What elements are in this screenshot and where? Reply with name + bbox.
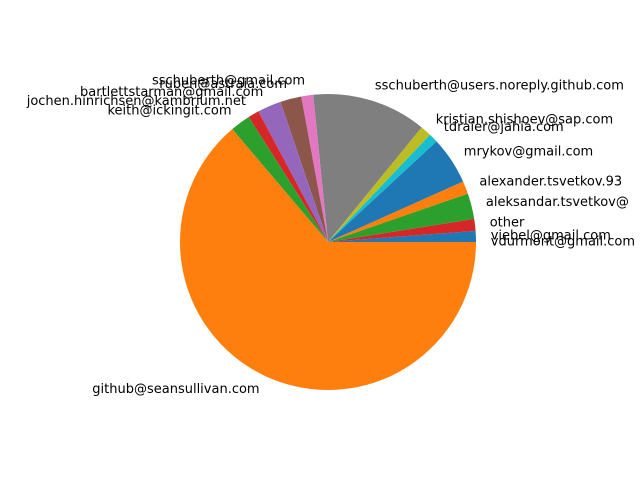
slice-aleksandar-tsvetkov- [328, 193, 475, 242]
slice-sschuberth-gmail-com-label: sschuberth@gmail.com [152, 73, 305, 88]
slice-github-seansullivan-com [180, 129, 476, 391]
slice-keith-ickingit-com [232, 117, 328, 242]
slice-sschuberth-users-noreply-github-com-label: sschuberth@users.noreply.github.com [375, 79, 624, 94]
slice-tdraier-jahia-com-label: tdraier@jahia.com [444, 120, 564, 135]
slice-mrykov-gmail-com [328, 141, 464, 242]
slice-vdurmont-gmail-com-label: vdurmont@gmail.com [491, 235, 635, 250]
slice-viebel-gmail-com-label: viebel@gmail.com [491, 228, 611, 243]
slice-alexander-tsvetkov-93-label: alexander.tsvetkov.93 [479, 175, 622, 190]
slice-jochen-hinrichsen-kambrium-net-label: jochen.hinrichsen@kambrium.net [26, 94, 246, 109]
slice-ruben-astraia-com [280, 96, 328, 242]
slice-ruben-astraia-com-label: ruben@astraia.com [159, 77, 287, 92]
slice-bartlettstarman-gmail-com [258, 101, 328, 242]
slice-other-label: other [490, 216, 525, 231]
slice-github-seansullivan-com-label: github@seansullivan.com [92, 382, 259, 397]
slice-kristian-shishoev-sap-com-label: kristian.shishoev@sap.com [436, 112, 613, 127]
slice-viebel-gmail-com [328, 230, 476, 242]
slice-sschuberth-users-noreply-github-com [313, 94, 422, 242]
slice-sschuberth-gmail-com [301, 94, 328, 242]
slice-jochen-hinrichsen-kambrium-net [248, 111, 328, 242]
slice-aleksandar-tsvetkov--label: aleksandar.tsvetkov@ [486, 195, 629, 210]
slice-alexander-tsvetkov-93 [328, 181, 468, 242]
slice-tdraier-jahia-com [328, 134, 437, 242]
pie-slices [180, 94, 476, 391]
slice-mrykov-gmail-com-label: mrykov@gmail.com [464, 145, 593, 160]
slice-other [328, 218, 476, 242]
slice-kristian-shishoev-sap-com [328, 127, 430, 242]
slice-bartlettstarman-gmail-com-label: bartlettstarman@gmail.com [80, 85, 263, 100]
slice-keith-ickingit-com-label: keith@ickingit.com [107, 103, 231, 118]
